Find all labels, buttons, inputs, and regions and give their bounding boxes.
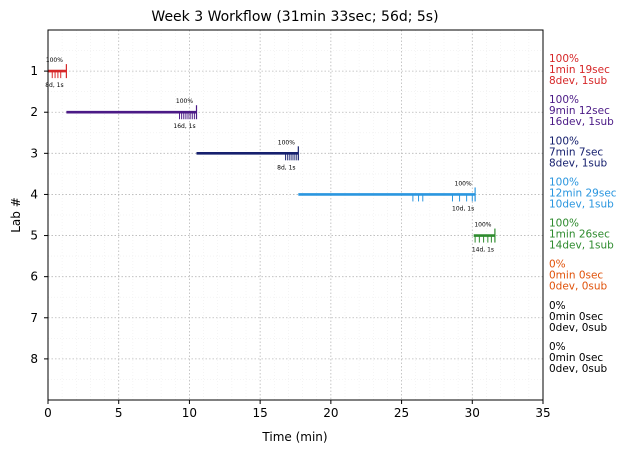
y-tick-label: 5 <box>30 229 38 243</box>
y-tick-label: 2 <box>30 105 38 119</box>
x-tick-label: 35 <box>535 406 550 420</box>
lab-4-summary: 100% <box>549 176 579 188</box>
y-tick-label: 4 <box>30 187 38 201</box>
x-tick-label: 30 <box>465 406 480 420</box>
lab-2-summary: 16dev, 1sub <box>549 116 614 128</box>
lab-4-summary: 12min 29sec <box>549 187 617 199</box>
lab-6-summary: 0min 0sec <box>549 270 603 282</box>
y-tick-label: 1 <box>30 64 38 78</box>
lab-1-summary: 100% <box>549 53 579 65</box>
lab-6-summary: 0% <box>549 259 566 271</box>
bar-count-label: 8d, 1s <box>45 82 63 89</box>
x-axis: 0 5 10 15 20 25 30 35 <box>44 400 551 420</box>
bar-percent-label: 100% <box>474 222 491 229</box>
lab-2-summary: 9min 12sec <box>549 105 610 117</box>
lab-1-marks: 100% 8d, 1s <box>45 57 67 89</box>
x-tick-label: 10 <box>182 406 197 420</box>
y-tick-label: 3 <box>30 146 38 160</box>
bar-percent-label: 100% <box>455 180 472 187</box>
lab-8-summary: 0min 0sec <box>549 352 603 364</box>
bar-count-label: 16d, 1s <box>173 123 195 130</box>
lab-2-summary: 100% <box>549 94 579 106</box>
lab-1-summary: 8dev, 1sub <box>549 75 608 87</box>
bar-percent-label: 100% <box>278 139 295 146</box>
bar-count-label: 8d, 1s <box>277 164 295 171</box>
lab-4-summary: 10dev, 1sub <box>549 198 614 210</box>
lab-5-marks: 100% 14d, 1s <box>472 222 496 254</box>
y-axis: 1 2 3 4 5 6 7 8 <box>30 64 48 366</box>
bar-percent-label: 100% <box>46 57 63 64</box>
lab-6-summary: 0dev, 0sub <box>549 281 608 293</box>
lab-1-summary: 1min 19sec <box>549 64 610 76</box>
x-axis-label: Time (min) <box>261 430 327 444</box>
x-tick-label: 20 <box>323 406 338 420</box>
lab-3-marks: 100% 8d, 1s <box>196 139 299 171</box>
y-tick-label: 7 <box>30 311 38 325</box>
lab-8-summary: 0% <box>549 341 566 353</box>
x-tick-label: 25 <box>394 406 409 420</box>
x-tick-label: 15 <box>253 406 268 420</box>
x-tick-label: 0 <box>44 406 52 420</box>
lab-3-summary: 7min 7sec <box>549 146 603 158</box>
lab-7-summary: 0% <box>549 300 566 312</box>
bar-percent-label: 100% <box>176 98 193 105</box>
bar-count-label: 10d, 1s <box>452 205 474 212</box>
chart-title: Week 3 Workflow (31min 33sec; 56d; 5s) <box>151 9 438 25</box>
lab-5-summary: 100% <box>549 218 579 230</box>
grid <box>47 30 544 400</box>
plot-marks: 100% 8d, 1s 100% 16d, 1s 100% 8d, 1s 100% 10d, … <box>45 57 496 254</box>
x-tick-label: 5 <box>115 406 123 420</box>
lab-3-summary: 100% <box>549 135 579 147</box>
lab-5-summary: 14dev, 1sub <box>549 240 614 252</box>
y-tick-label: 6 <box>30 270 38 284</box>
y-axis-label: Lab # <box>9 197 23 233</box>
lab-7-summary: 0dev, 0sub <box>549 322 608 334</box>
lab-7-summary: 0min 0sec <box>549 311 603 323</box>
lab-8-summary: 0dev, 0sub <box>549 363 608 375</box>
y-tick-label: 8 <box>30 352 38 366</box>
bar-count-label: 14d, 1s <box>472 247 494 254</box>
lab-4-marks: 100% 10d, 1s <box>298 180 476 212</box>
lab-3-summary: 8dev, 1sub <box>549 157 608 169</box>
lab-5-summary: 1min 26sec <box>549 229 610 241</box>
lab-2-marks: 100% 16d, 1s <box>66 98 198 130</box>
plot-frame <box>47 29 544 401</box>
